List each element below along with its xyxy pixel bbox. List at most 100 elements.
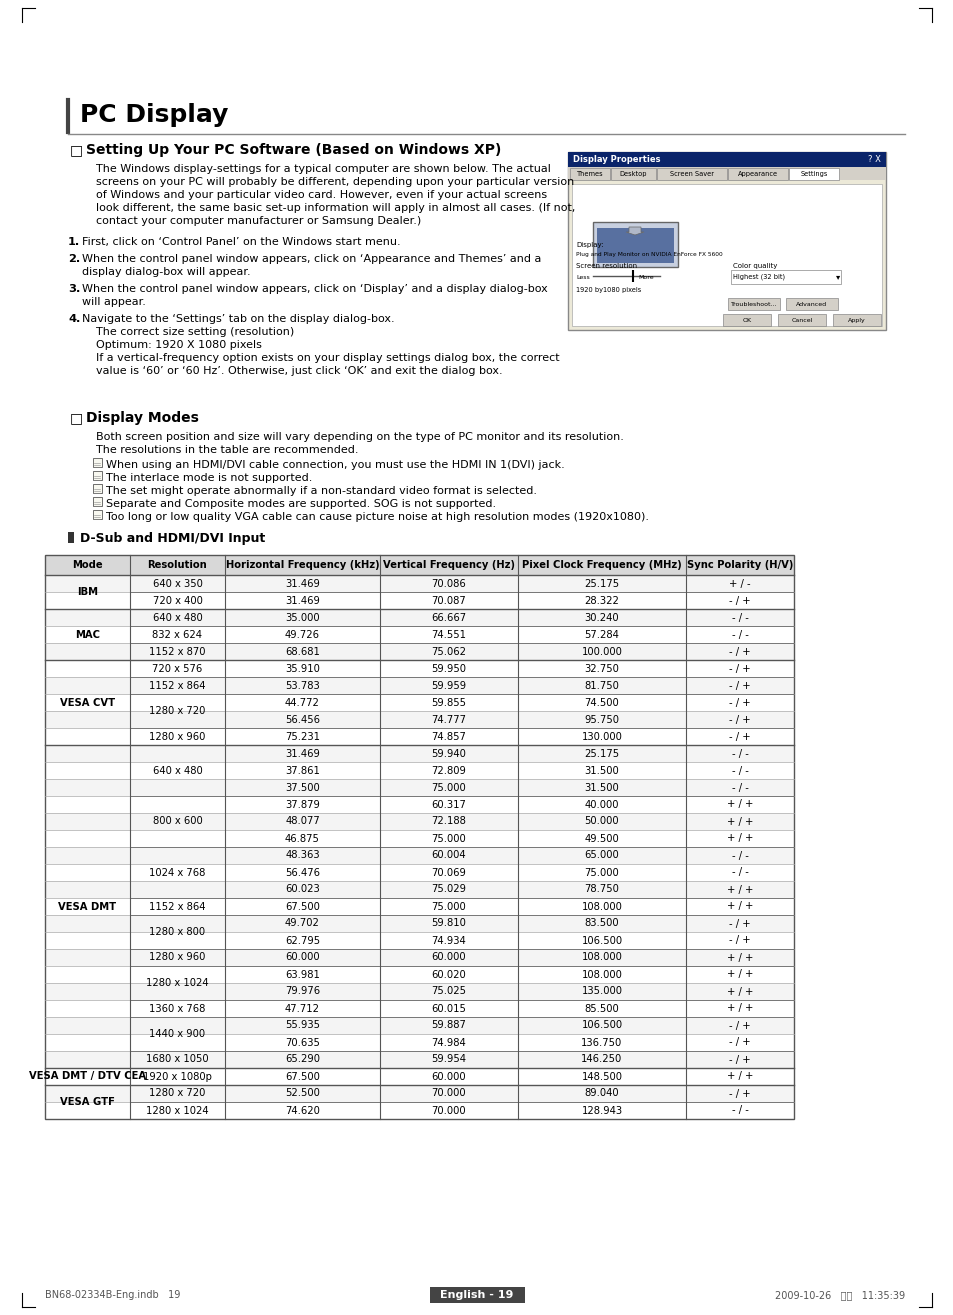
Text: 53.783: 53.783: [285, 680, 319, 690]
Bar: [610, 168, 656, 180]
Bar: [597, 227, 673, 263]
Text: 35.910: 35.910: [285, 664, 319, 673]
Bar: [45, 694, 793, 711]
Text: Both screen position and size will vary depending on the type of PC monitor and : Both screen position and size will vary …: [96, 433, 623, 442]
Text: 40.000: 40.000: [584, 800, 618, 810]
Text: 135.000: 135.000: [581, 986, 622, 997]
Text: - / +: - / +: [728, 647, 750, 656]
Text: 60.015: 60.015: [431, 1003, 466, 1014]
Text: Pixel Clock Frequency (MHz): Pixel Clock Frequency (MHz): [521, 560, 681, 569]
Text: 31.469: 31.469: [285, 596, 319, 605]
Text: Setting Up Your PC Software (Based on Windows XP): Setting Up Your PC Software (Based on Wi…: [86, 143, 501, 156]
Bar: [45, 1068, 793, 1085]
Bar: [45, 1016, 793, 1034]
Text: 800 x 600: 800 x 600: [152, 817, 202, 827]
Text: 70.087: 70.087: [431, 596, 466, 605]
Text: + / +: + / +: [726, 834, 753, 843]
Text: Navigate to the ‘Settings’ tab on the display dialog-box.: Navigate to the ‘Settings’ tab on the di…: [82, 314, 395, 323]
Text: MAC: MAC: [75, 630, 100, 639]
Text: - / -: - / -: [731, 748, 748, 759]
Text: 59.959: 59.959: [431, 680, 466, 690]
Text: Too long or low quality VGA cable can cause picture noise at high resolution mod: Too long or low quality VGA cable can ca…: [106, 512, 648, 522]
Text: 52.500: 52.500: [285, 1089, 319, 1098]
Text: □: □: [70, 412, 83, 425]
Bar: [45, 729, 793, 746]
Text: Plug and Play Monitor on NVIDIA EnForce FX 5600: Plug and Play Monitor on NVIDIA EnForce …: [576, 252, 722, 256]
Bar: [572, 184, 882, 326]
Text: 60.023: 60.023: [285, 885, 319, 894]
Bar: [730, 270, 841, 284]
Text: 95.750: 95.750: [584, 714, 618, 725]
Text: 720 x 576: 720 x 576: [152, 664, 202, 673]
Text: 70.069: 70.069: [431, 868, 466, 877]
Text: 59.940: 59.940: [431, 748, 466, 759]
Bar: [45, 643, 793, 660]
Bar: [45, 881, 793, 898]
Text: 2.: 2.: [68, 254, 80, 264]
Bar: [45, 915, 793, 932]
Text: - / -: - / -: [731, 1106, 748, 1115]
Text: Resolution: Resolution: [148, 560, 207, 569]
Text: 35.000: 35.000: [285, 613, 319, 622]
Text: 81.750: 81.750: [584, 680, 618, 690]
Text: 1280 x 720: 1280 x 720: [150, 706, 206, 715]
Text: BN68-02334B-Eng.indb   19: BN68-02334B-Eng.indb 19: [45, 1290, 180, 1301]
Text: of Windows and your particular video card. However, even if your actual screens: of Windows and your particular video car…: [96, 189, 547, 200]
Text: 66.667: 66.667: [431, 613, 466, 622]
Bar: [45, 555, 793, 1119]
Text: - / -: - / -: [731, 765, 748, 776]
Text: 46.875: 46.875: [285, 834, 319, 843]
Bar: [727, 168, 787, 180]
Bar: [430, 1287, 524, 1303]
Text: 49.702: 49.702: [285, 918, 319, 928]
Text: 146.250: 146.250: [580, 1055, 622, 1065]
Text: OK: OK: [741, 317, 751, 322]
Text: 65.000: 65.000: [584, 851, 618, 860]
Text: 57.284: 57.284: [584, 630, 618, 639]
Bar: [45, 949, 793, 967]
Bar: [45, 898, 793, 915]
Text: 74.777: 74.777: [431, 714, 466, 725]
Text: 31.500: 31.500: [584, 765, 618, 776]
Text: The correct size setting (resolution): The correct size setting (resolution): [96, 327, 294, 337]
Text: 32.750: 32.750: [584, 664, 618, 673]
Text: IBM: IBM: [77, 586, 98, 597]
Text: - / +: - / +: [728, 697, 750, 707]
Text: 1280 x 720: 1280 x 720: [150, 1089, 206, 1098]
Text: 70.000: 70.000: [432, 1089, 466, 1098]
Bar: [45, 660, 793, 677]
Bar: [785, 299, 837, 310]
Text: 720 x 400: 720 x 400: [152, 596, 202, 605]
Text: - / -: - / -: [731, 868, 748, 877]
Text: Separate and Composite modes are supported. SOG is not supported.: Separate and Composite modes are support…: [106, 498, 496, 509]
Bar: [92, 497, 102, 506]
Text: 74.500: 74.500: [584, 697, 618, 707]
Bar: [68, 533, 74, 543]
Text: 136.750: 136.750: [580, 1038, 622, 1048]
Bar: [45, 761, 793, 778]
Text: Color quality: Color quality: [732, 263, 777, 270]
Text: 60.000: 60.000: [432, 952, 466, 963]
Text: 1920 x 1080p: 1920 x 1080p: [143, 1072, 212, 1081]
Text: 1152 x 870: 1152 x 870: [149, 647, 206, 656]
Text: 106.500: 106.500: [580, 935, 622, 945]
Text: VESA GTF: VESA GTF: [60, 1097, 114, 1107]
Text: 74.857: 74.857: [431, 731, 466, 742]
Bar: [45, 711, 793, 729]
Text: 148.500: 148.500: [581, 1072, 622, 1081]
Text: 74.620: 74.620: [285, 1106, 319, 1115]
Text: + / +: + / +: [726, 885, 753, 894]
Text: The Windows display-settings for a typical computer are shown below. The actual: The Windows display-settings for a typic…: [96, 164, 550, 174]
Text: + / +: + / +: [726, 817, 753, 827]
Bar: [45, 746, 793, 761]
Text: Display:: Display:: [576, 242, 603, 249]
Text: 31.469: 31.469: [285, 579, 319, 589]
Text: 108.000: 108.000: [581, 969, 621, 980]
Text: 1360 x 768: 1360 x 768: [150, 1003, 206, 1014]
Bar: [45, 575, 793, 592]
Text: - / +: - / +: [728, 680, 750, 690]
Text: 60.020: 60.020: [431, 969, 466, 980]
Text: - / +: - / +: [728, 1038, 750, 1048]
Bar: [45, 555, 793, 575]
Text: 108.000: 108.000: [581, 902, 621, 911]
